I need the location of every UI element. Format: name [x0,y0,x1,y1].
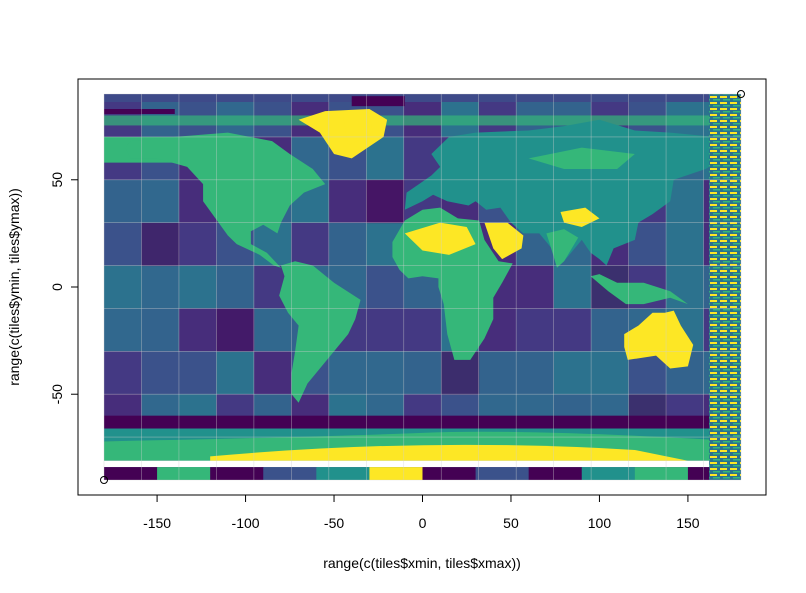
heatmap-tile [516,351,555,395]
heatmap-tile [253,351,292,395]
heatmap-tile [178,308,217,352]
arctic-band [104,109,175,115]
landmass [560,207,600,227]
x-tick-label: 150 [676,515,700,531]
heatmap-tile [516,308,555,352]
heatmap-tile [104,222,142,267]
heatmap-tile [666,265,705,309]
landmass [279,261,361,403]
data-gap [104,460,741,468]
heatmap-tile [253,308,292,352]
heatmap-tile [263,467,317,480]
y-tick-label: 0 [49,283,65,291]
heatmap-tile [403,351,442,395]
x-tick-label: -150 [143,515,171,531]
landmass [404,119,738,266]
heatmap-tile [553,265,592,309]
data-point [100,476,108,484]
heatmap-tile [553,308,592,352]
landmass [528,147,635,170]
heatmap-tile [178,351,217,395]
arctic-band [104,94,741,102]
landmass [624,310,694,369]
heatmap-tile [591,351,630,395]
heatmap-tile [157,467,211,480]
x-tick-label: 50 [503,515,519,531]
landmass [125,132,326,268]
heatmap-tile [291,222,330,267]
data-point [737,90,745,98]
heatmap-tile [104,467,158,480]
heatmap-tile [475,467,530,480]
arctic-band [104,115,741,126]
x-tick-label: -100 [232,515,260,531]
heatmap-tile [178,222,217,267]
heatmap-tile [591,308,630,352]
heatmap-tile [366,308,405,352]
heatmap-tile [581,467,636,480]
heatmap-tile [478,351,517,395]
heatmap-tile [366,265,405,309]
x-tick-label: -50 [324,515,344,531]
corner-points [100,90,745,484]
heatmap-tile [328,351,367,395]
heatmap-tile [141,179,180,224]
heatmap-tile [141,265,180,309]
heatmap-tile [141,222,180,267]
x-tick-label: 0 [419,515,427,531]
landmass [546,229,579,268]
antarctic-band [104,415,741,429]
heatmap-tile [366,179,405,224]
heatmap-tile [422,467,477,480]
heatmap-tile [141,351,180,395]
heatmap-tile [216,308,255,352]
landmass [484,222,524,260]
heatmap-tile [104,265,142,309]
arctic-band [351,96,405,107]
raster-heatmap [104,94,741,480]
heatmap-tile [141,308,180,352]
y-axis: -50 0 50 [49,172,79,404]
heatmap-tile [216,265,255,309]
heatmap-tile [516,265,555,309]
y-axis-title: range(c(tiles$ymin, tiles$ymax)) [6,188,22,386]
heatmap-tile [369,467,423,480]
heatmap-tile [104,308,142,352]
heatmap-tile [328,179,367,224]
heatmap-tile [216,351,255,395]
landmass [590,274,688,305]
heatmap-tile [666,222,705,267]
heatmap-tile [178,265,217,309]
y-tick-label: 50 [49,172,65,188]
heatmap-tile [328,222,367,267]
x-tick-label: 100 [588,515,612,531]
landmass [342,115,373,146]
heatmap-tile [528,467,583,480]
y-tick-label: -50 [49,384,65,404]
heatmap-tile [366,351,405,395]
heatmap-tile [316,467,370,480]
heatmap-tile [210,467,264,480]
striped-column [709,94,741,480]
heatmap-tile [104,351,142,395]
tile-grid [103,93,742,481]
heatmap-tile [634,467,689,480]
heatmap-tile [104,179,142,224]
landmass [404,222,476,255]
heatmap-tile [403,308,442,352]
heatmap-tile [553,351,592,395]
antarctic-ice [210,444,688,461]
x-axis: -150 -100 -50 0 50 100 150 [143,494,700,531]
x-axis-title: range(c(tiles$xmin, tiles$xmax)) [323,555,521,571]
